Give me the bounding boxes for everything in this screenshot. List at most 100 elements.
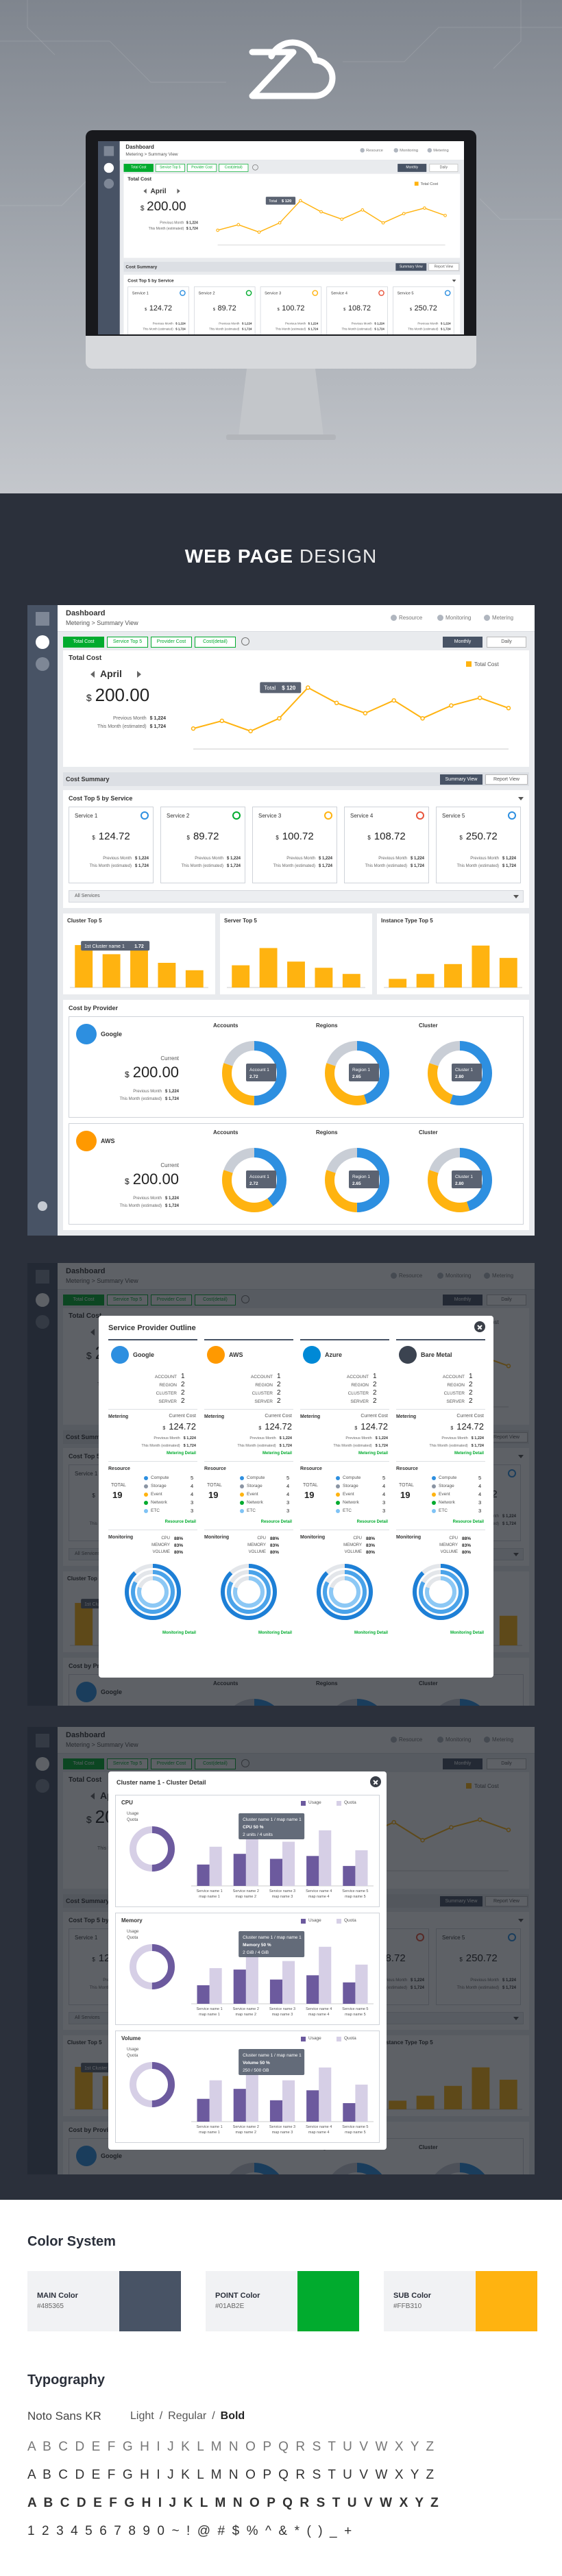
bar-chart: Cluster name 1 / map name 1 CPU 50 % 2 uni… (191, 1813, 374, 1887)
detail-link[interactable]: Resource Detail (164, 1520, 196, 1524)
point (219, 718, 225, 724)
resource-type: Event (343, 1492, 354, 1497)
bar (130, 950, 148, 988)
detail-link[interactable]: Metering Detail (358, 1451, 388, 1456)
row-label: Previous Month (351, 322, 372, 326)
metric-label: CPU (161, 1536, 170, 1541)
donut-label: Usage (127, 1812, 139, 1816)
amount-value: 200.00 (132, 1064, 179, 1081)
amount-value: 124.72 (361, 1421, 388, 1432)
glyph-row: A B C D E F G H I J K L M N O P Q R S T … (27, 2496, 441, 2510)
stat-value: 2 (277, 1397, 281, 1405)
detail-link[interactable]: Monitoring Detail (162, 1631, 196, 1635)
cost-row: Previous Month$ 1,224 (69, 1197, 179, 1201)
cost-row: Previous Month$ 1,224 (63, 716, 166, 721)
tooltip (246, 1064, 276, 1081)
detail-link[interactable]: Resource Detail (356, 1520, 388, 1524)
stat-label: CLUSTER (156, 1391, 177, 1396)
amount-value: 124.72 (98, 831, 130, 842)
amount: $108.72 (345, 831, 428, 842)
detail-link[interactable]: Resource Detail (452, 1520, 484, 1524)
ring (413, 1564, 469, 1620)
detail-link[interactable]: Monitoring Detail (258, 1631, 292, 1635)
amount: $200.00 (69, 1170, 179, 1188)
resource-value: 5 (478, 1475, 482, 1481)
amount: $124.72 (128, 304, 188, 312)
resource-value: 5 (286, 1475, 290, 1481)
detail-link[interactable]: Resource Detail (260, 1520, 292, 1524)
font-weights: Light / Regular / Bold (130, 2410, 245, 2422)
sidebar-icon (103, 162, 114, 173)
row-label: This Month (estimated) (141, 1443, 180, 1448)
dashboard-frame: Dashboard Metering > Summary View Resource… (27, 605, 535, 1236)
amount: $250.72 (393, 304, 454, 312)
resource-type: Network (151, 1500, 167, 1505)
metric-label: MEMORY (343, 1543, 362, 1547)
weight-name: Bold (220, 2410, 245, 2422)
quota-bar (282, 1961, 295, 2004)
detail-link[interactable]: Metering Detail (262, 1451, 292, 1456)
close-button[interactable] (370, 1776, 381, 1787)
section-label: Metering (396, 1414, 417, 1419)
detail-panel: Volume Usage Quota Usage Quota Cluster name 1… (115, 2031, 380, 2143)
amount-value: 89.72 (193, 831, 219, 842)
point (340, 217, 344, 221)
row-label: This Month (estimated) (408, 328, 439, 332)
card-title: Instance Type Top 5 (381, 918, 433, 924)
donut-chart: Cluster 1 2.80 (428, 1148, 492, 1212)
stat-label: CLUSTER (443, 1391, 465, 1396)
detail-link[interactable]: Metering Detail (454, 1451, 484, 1456)
currency: $ (354, 1426, 358, 1431)
color-swatch (119, 2271, 181, 2331)
point (191, 726, 196, 731)
cost-row: This Month (estimated)$ 1,724 (108, 1444, 196, 1448)
row-value: $ 1,724 (149, 724, 166, 729)
ring (233, 1576, 265, 1608)
stat-value: 2 (469, 1389, 473, 1397)
detail-link[interactable]: Monitoring Detail (354, 1631, 388, 1635)
row-label: Previous Month (470, 857, 499, 861)
resource-value: 4 (478, 1491, 482, 1497)
close-button[interactable] (474, 1321, 485, 1332)
quota-bar (355, 1850, 368, 1886)
row-value: $ 1,724 (241, 328, 252, 332)
modal: Service Provider Outline Google ACCOUNT 1 RE… (99, 1316, 493, 1678)
point (391, 698, 396, 703)
donut-segment (222, 1041, 286, 1105)
chevron (513, 895, 519, 898)
detail-link[interactable]: Metering Detail (166, 1451, 196, 1456)
metric-value: 83% (462, 1543, 472, 1548)
metric-value: 80% (462, 1550, 472, 1555)
detail-link[interactable]: Monitoring Detail (450, 1631, 484, 1635)
donut-title: Regions (316, 1129, 338, 1136)
row-label: Previous Month (417, 322, 439, 326)
tooltip-line: 2 GiB / 4 GiB (243, 1950, 269, 1955)
column-divider (300, 1339, 389, 1340)
donut-title: Cluster (419, 1129, 438, 1136)
cost-row: Previous Month$ 1,224 (195, 323, 252, 326)
resource-dot (432, 1501, 436, 1505)
row-value: $ 1,724 (279, 1443, 292, 1448)
currency: $ (277, 306, 280, 312)
ring-chart (413, 1564, 469, 1620)
row-label: Previous Month (441, 1436, 468, 1440)
current-cost-label: Current Cost (361, 1414, 388, 1419)
stat-label: CLUSTER (252, 1391, 273, 1396)
resource-dot (336, 1493, 340, 1497)
provider-logo (303, 1346, 321, 1364)
metric-value: 80% (174, 1550, 184, 1555)
section-title: Cost Summary (125, 264, 158, 269)
tooltip (349, 1170, 379, 1188)
resource-dot (432, 1493, 436, 1497)
provider-column: Google ACCOUNT 1 REGION 2 CLUSTER 2 SERVER 2 Mete… (108, 1316, 197, 1678)
resource-type: Network (247, 1500, 263, 1505)
point (298, 199, 302, 203)
metric-value: 88% (270, 1536, 280, 1541)
nav-item: Resource (399, 615, 423, 621)
row-value: $ 1,724 (134, 864, 149, 868)
dropdown[interactable]: All Services (69, 890, 524, 903)
currency: $ (276, 835, 279, 841)
donut-segment (428, 1148, 492, 1212)
usage-arc (130, 1826, 175, 1872)
